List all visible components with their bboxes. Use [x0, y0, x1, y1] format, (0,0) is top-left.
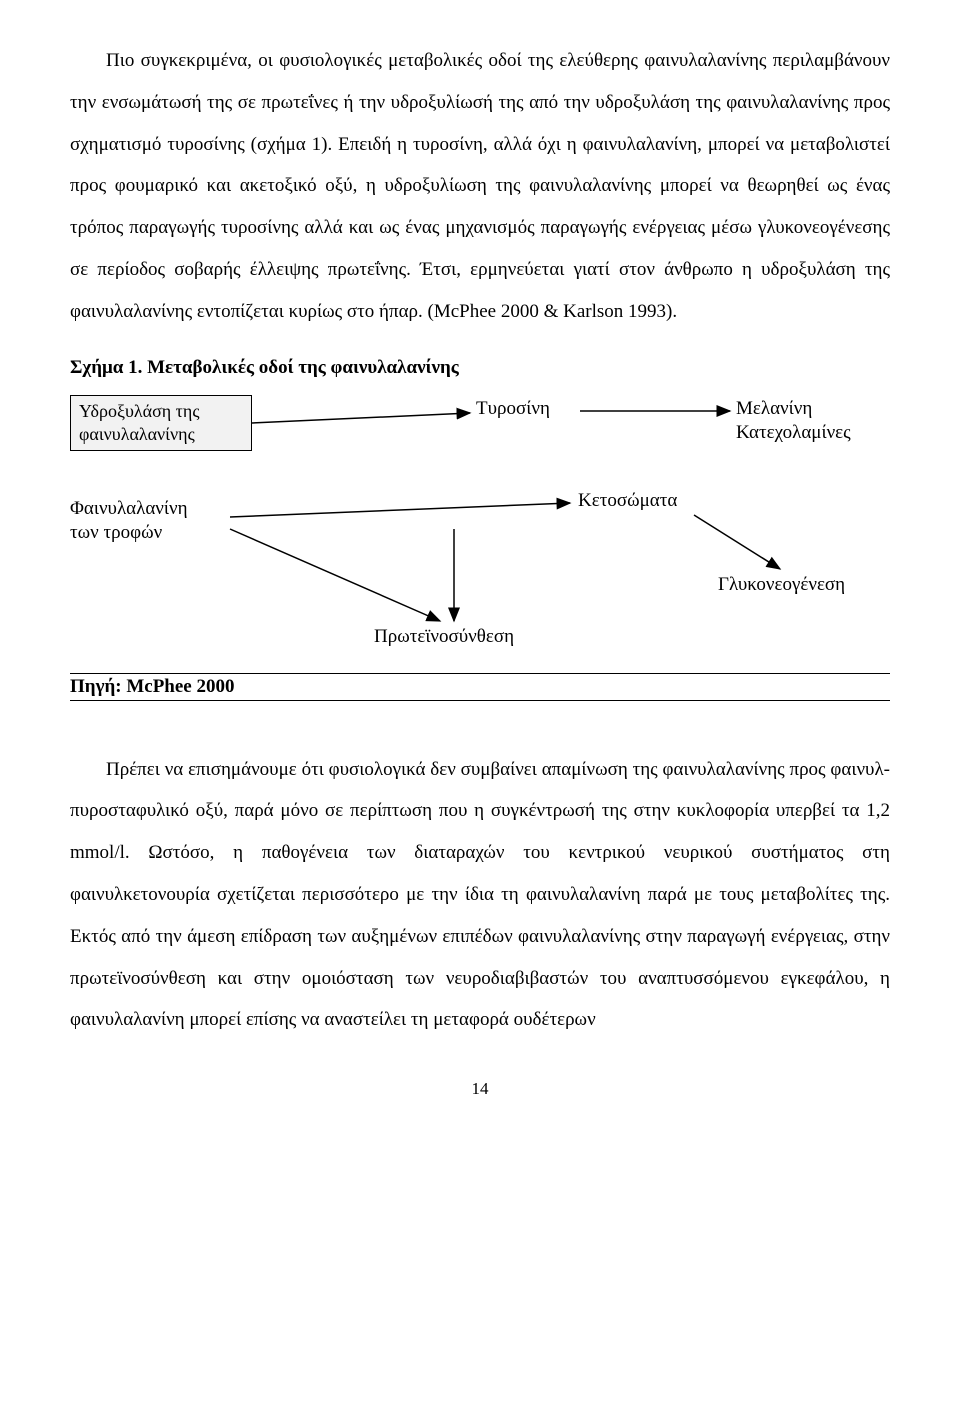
figure-title-rest: Μεταβολικές οδοί της φαινυλαλανίνης	[142, 357, 458, 378]
node-melanin: Μελανίνη Κατεχολαμίνες	[736, 397, 851, 446]
node-phe-food: Φαινυλαλανίνη των τροφών	[70, 497, 188, 546]
node-tyrosine: Τυροσίνη	[476, 397, 550, 422]
node-gluconeo: Γλυκονεογένεση	[718, 573, 845, 598]
node-hydroxylase-box: Υδροξυλάση της φαινυλαλανίνης	[70, 395, 252, 452]
node-melanin-l1: Μελανίνη	[736, 397, 851, 422]
figure-source: Πηγή: McPhee 2000	[70, 673, 890, 701]
figure-source-lead: Πηγή:	[70, 676, 122, 697]
paragraph-1: Πιο συγκεκριμένα, οι φυσιολογικές μεταβο…	[70, 40, 890, 333]
node-protein: Πρωτεϊνοσύνθεση	[374, 625, 514, 650]
figure-title: Σχήμα 1. Μεταβολικές οδοί της φαινυλαλαν…	[70, 357, 890, 379]
node-melanin-l2: Κατεχολαμίνες	[736, 421, 851, 446]
page: Πιο συγκεκριμένα, οι φυσιολογικές μεταβο…	[0, 0, 960, 1119]
figure-title-lead: Σχήμα 1.	[70, 357, 142, 378]
figure-source-rest: McPhee 2000	[122, 676, 235, 697]
node-hydroxylase-l2: φαινυλαλανίνης	[79, 423, 243, 446]
node-hydroxylase-l1: Υδροξυλάση της	[79, 400, 243, 423]
node-ketone: Κετοσώματα	[578, 489, 677, 514]
figure-diagram: Υδροξυλάση της φαινυλαλανίνης Τυροσίνη Μ…	[70, 389, 890, 669]
node-phe-food-l2: των τροφών	[70, 521, 188, 546]
node-phe-food-l1: Φαινυλαλανίνη	[70, 497, 188, 522]
page-number: 14	[70, 1079, 890, 1099]
paragraph-2: Πρέπει να επισημάνουμε ότι φυσιολογικά δ…	[70, 749, 890, 1042]
